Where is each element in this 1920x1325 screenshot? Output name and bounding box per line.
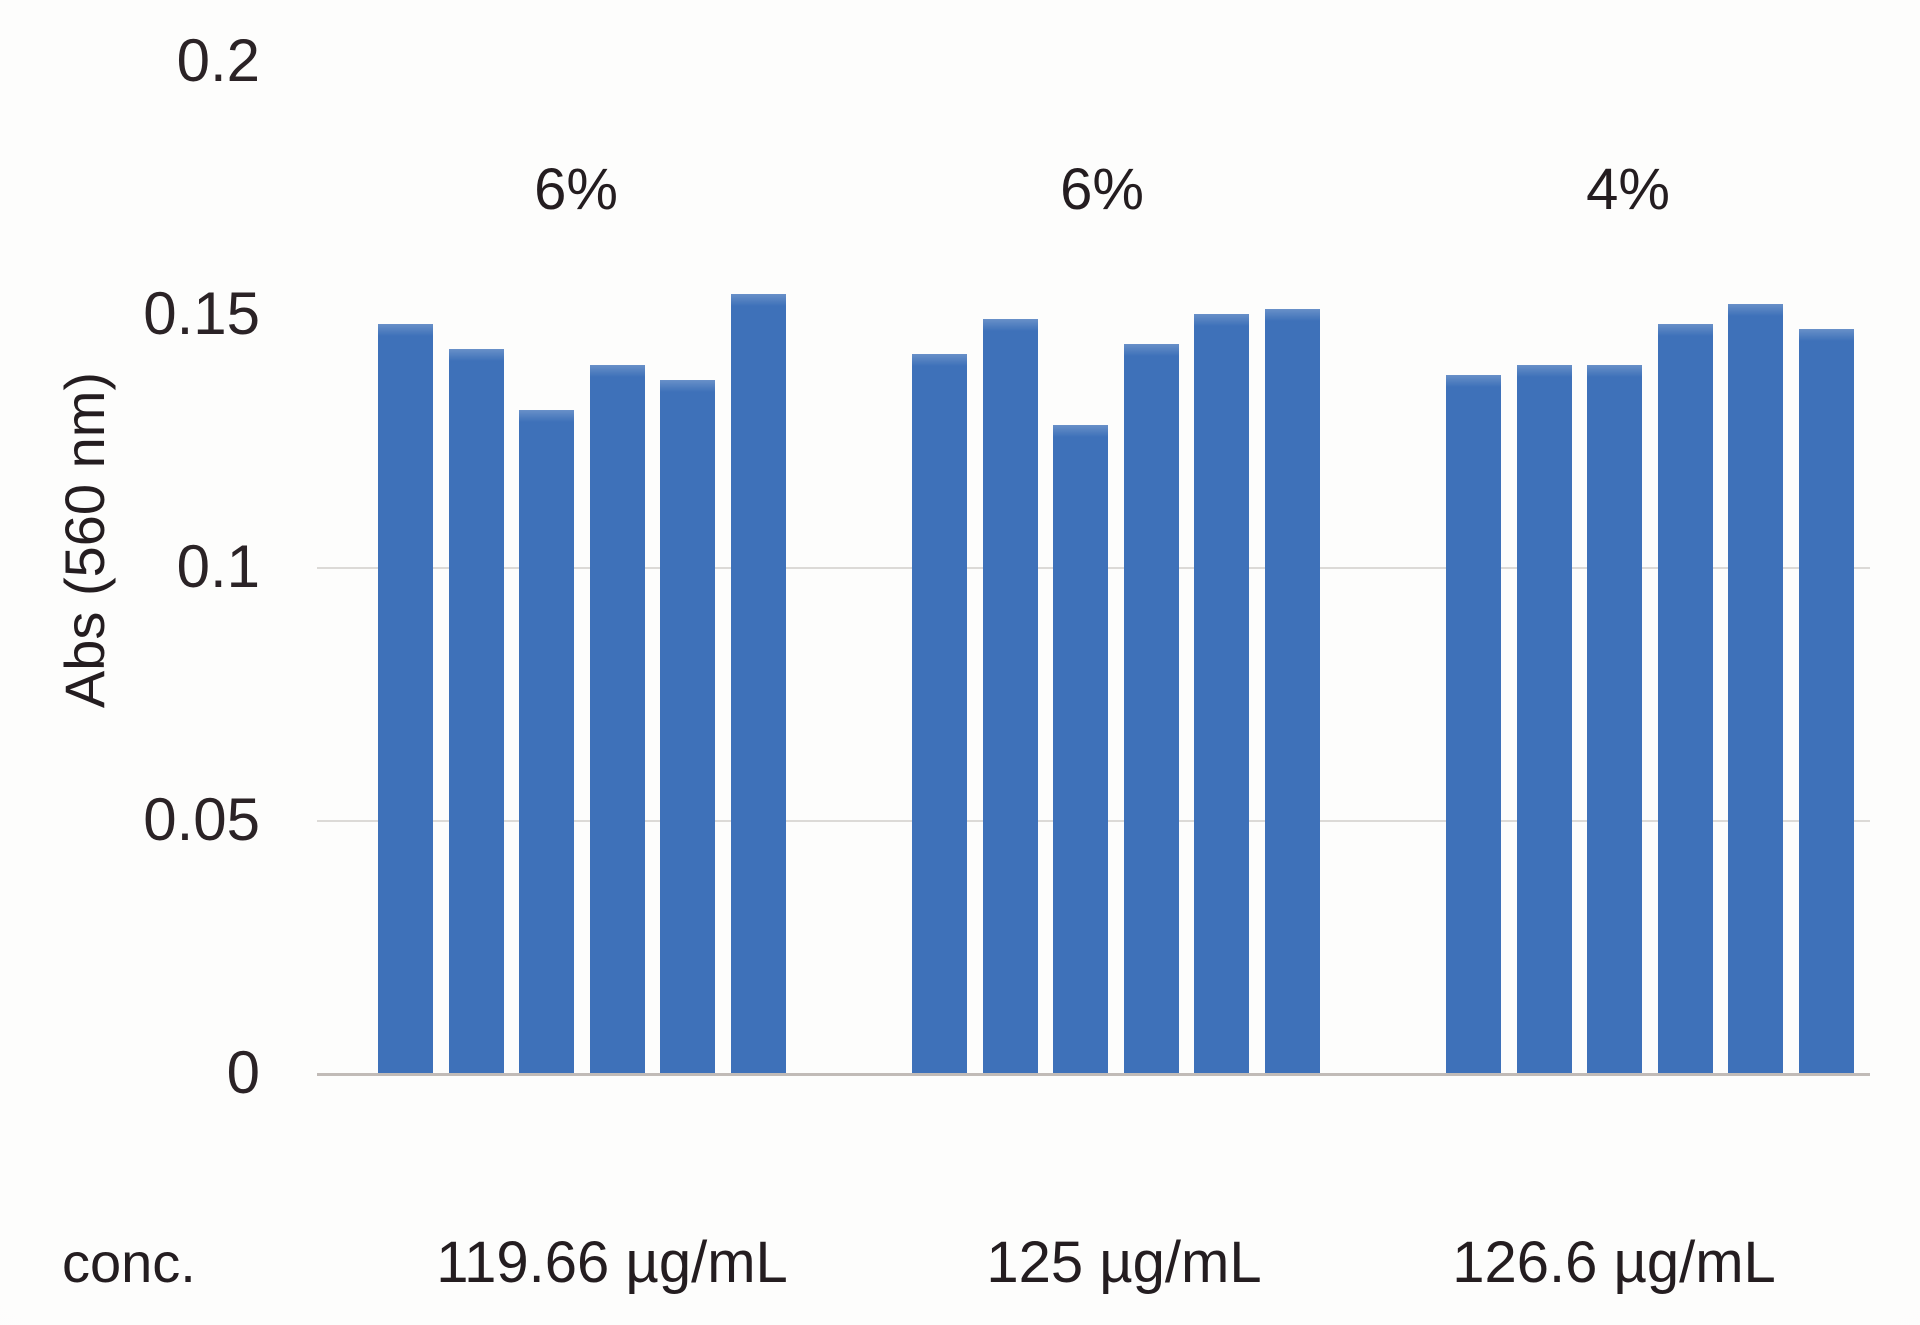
bar-group3-1 [1446, 375, 1501, 1073]
y-tick-label-0.15: 0.15 [143, 280, 260, 347]
concentration-label-group1: 119.66 µg/mL [436, 1230, 788, 1295]
x-axis-baseline [317, 1073, 1870, 1076]
bar-group2-1 [912, 354, 967, 1073]
bar-group3-4 [1658, 324, 1713, 1073]
bar-group3-5 [1728, 304, 1783, 1073]
cv-annotation-group2: 6% [1060, 157, 1144, 222]
bar-group1-6 [731, 294, 786, 1073]
bar-group3-2 [1517, 365, 1572, 1073]
bar-group1-3 [519, 410, 574, 1073]
bar-group3-6 [1799, 329, 1854, 1073]
bar-group1-5 [660, 380, 715, 1073]
cv-annotation-group3: 4% [1586, 157, 1670, 222]
bar-group2-4 [1124, 344, 1179, 1073]
bar-group2-6 [1265, 309, 1320, 1073]
bar-group3-3 [1587, 365, 1642, 1073]
y-tick-label-0.2: 0.2 [176, 27, 260, 94]
bar-group1-4 [590, 365, 645, 1073]
y-tick-label-0.1: 0.1 [176, 533, 260, 600]
bar-group2-2 [983, 319, 1038, 1073]
bar-group1-1 [378, 324, 433, 1073]
concentration-label-group2: 125 µg/mL [986, 1230, 1262, 1295]
bar-group2-5 [1194, 314, 1249, 1073]
y-tick-label-0: 0 [226, 1039, 260, 1106]
cv-annotation-group1: 6% [534, 157, 618, 222]
x-axis-label-conc: conc. [62, 1231, 196, 1294]
y-tick-label-0.05: 0.05 [143, 786, 260, 853]
bar-group2-3 [1053, 425, 1108, 1073]
bar-group1-2 [449, 349, 504, 1073]
concentration-label-group3: 126.6 µg/mL [1452, 1230, 1776, 1295]
